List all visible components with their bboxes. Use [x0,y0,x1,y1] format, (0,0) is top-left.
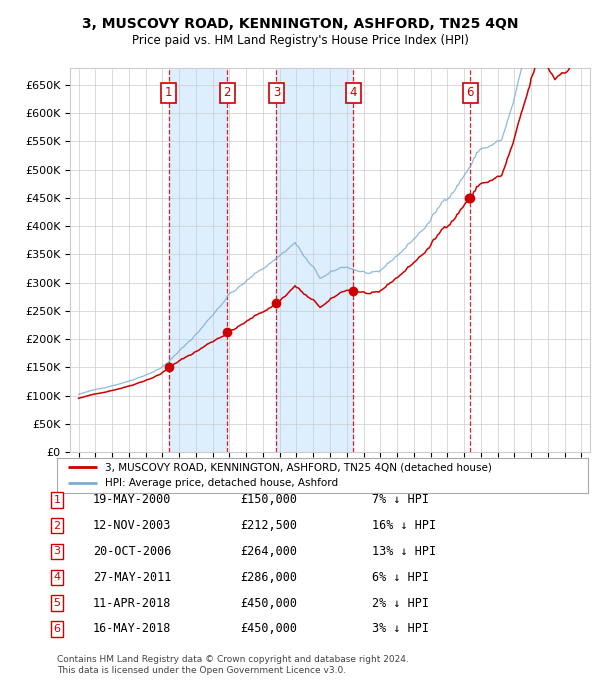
Text: £286,000: £286,000 [240,571,297,584]
Text: 1: 1 [53,495,61,505]
Text: 5: 5 [53,598,61,608]
Text: 4: 4 [53,573,61,582]
Text: 16-MAY-2018: 16-MAY-2018 [93,622,172,636]
Text: 27-MAY-2011: 27-MAY-2011 [93,571,172,584]
Text: Price paid vs. HM Land Registry's House Price Index (HPI): Price paid vs. HM Land Registry's House … [131,34,469,47]
Text: 6: 6 [53,624,61,634]
Text: 13% ↓ HPI: 13% ↓ HPI [372,545,436,558]
Text: Contains HM Land Registry data © Crown copyright and database right 2024.
This d: Contains HM Land Registry data © Crown c… [57,655,409,675]
Text: 3% ↓ HPI: 3% ↓ HPI [372,622,429,636]
Text: 3, MUSCOVY ROAD, KENNINGTON, ASHFORD, TN25 4QN (detached house): 3, MUSCOVY ROAD, KENNINGTON, ASHFORD, TN… [105,462,491,472]
Text: 4: 4 [350,86,357,99]
Text: 20-OCT-2006: 20-OCT-2006 [93,545,172,558]
Text: £450,000: £450,000 [240,596,297,610]
Text: 11-APR-2018: 11-APR-2018 [93,596,172,610]
Text: 3: 3 [272,86,280,99]
Text: £212,500: £212,500 [240,519,297,532]
Text: £150,000: £150,000 [240,493,297,507]
Text: 6% ↓ HPI: 6% ↓ HPI [372,571,429,584]
Text: 12-NOV-2003: 12-NOV-2003 [93,519,172,532]
Text: £264,000: £264,000 [240,545,297,558]
Text: 19-MAY-2000: 19-MAY-2000 [93,493,172,507]
Text: 2: 2 [224,86,231,99]
Text: 2: 2 [53,521,61,530]
Text: 3: 3 [53,547,61,556]
Bar [169,68,227,452]
Text: 3, MUSCOVY ROAD, KENNINGTON, ASHFORD, TN25 4QN: 3, MUSCOVY ROAD, KENNINGTON, ASHFORD, TN… [82,17,518,31]
Text: 6: 6 [467,86,474,99]
Text: 2% ↓ HPI: 2% ↓ HPI [372,596,429,610]
Text: HPI: Average price, detached house, Ashford: HPI: Average price, detached house, Ashf… [105,479,338,488]
Bar [277,68,353,452]
Text: 16% ↓ HPI: 16% ↓ HPI [372,519,436,532]
Text: 7% ↓ HPI: 7% ↓ HPI [372,493,429,507]
Text: 1: 1 [165,86,173,99]
Text: £450,000: £450,000 [240,622,297,636]
